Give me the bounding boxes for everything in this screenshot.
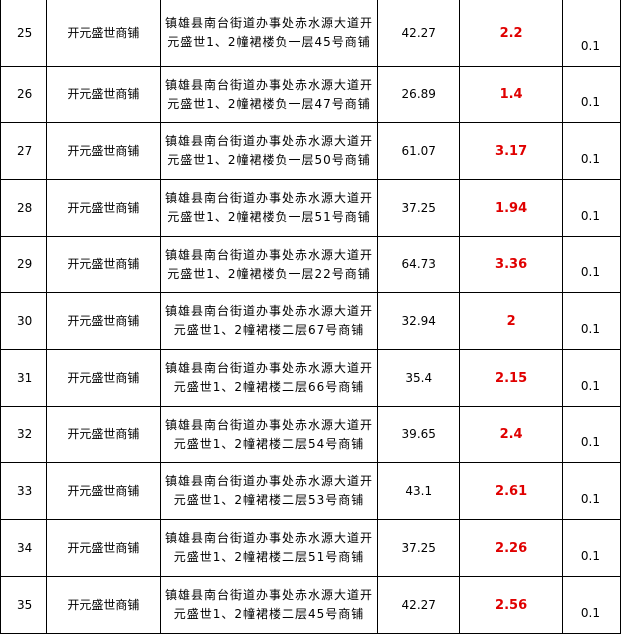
shop-value: 2.2: [459, 0, 563, 67]
shop-value: 3.36: [459, 236, 563, 293]
row-number: 33: [0, 462, 47, 520]
table-row: 29 开元盛世商铺 镇雄县南台街道办事处赤水源大道开元盛世1、2幢裙楼负一层22号商…: [0, 236, 621, 293]
shop-rate: 0.1: [562, 349, 621, 407]
table-row: 26 开元盛世商铺 镇雄县南台街道办事处赤水源大道开元盛世1、2幢裙楼负一层47号商…: [0, 66, 621, 123]
shop-value: 2.61: [459, 462, 563, 520]
shop-address: 镇雄县南台街道办事处赤水源大道开元盛世1、2幢裙楼负一层51号商铺: [159, 179, 379, 237]
shop-rate: 0.1: [562, 462, 621, 520]
shop-value: 1.94: [459, 179, 563, 237]
shop-rate: 0.1: [562, 122, 621, 180]
table-row: 27 开元盛世商铺 镇雄县南台街道办事处赤水源大道开元盛世1、2幢裙楼负一层50号商…: [0, 122, 621, 180]
shop-name: 开元盛世商铺: [45, 236, 161, 293]
shop-area: 64.73: [377, 236, 461, 293]
row-number: 31: [0, 349, 47, 407]
shop-value: 1.4: [459, 66, 563, 123]
shop-name: 开元盛世商铺: [45, 349, 161, 407]
shop-address: 镇雄县南台街道办事处赤水源大道开元盛世1、2幢裙楼二层54号商铺: [159, 406, 379, 463]
table-row: 31 开元盛世商铺 镇雄县南台街道办事处赤水源大道开元盛世1、2幢裙楼二层66号商铺…: [0, 349, 621, 407]
row-number: 32: [0, 406, 47, 463]
shop-rate: 0.1: [562, 179, 621, 237]
shop-name: 开元盛世商铺: [45, 292, 161, 350]
shop-name: 开元盛世商铺: [45, 406, 161, 463]
shop-address: 镇雄县南台街道办事处赤水源大道开元盛世1、2幢裙楼负一层22号商铺: [159, 236, 379, 293]
shop-name: 开元盛世商铺: [45, 0, 161, 67]
shop-value: 2.26: [459, 519, 563, 577]
row-number: 34: [0, 519, 47, 577]
shop-value: 2.15: [459, 349, 563, 407]
shop-area: 37.25: [377, 179, 461, 237]
shop-value: 3.17: [459, 122, 563, 180]
shop-name: 开元盛世商铺: [45, 462, 161, 520]
shop-rate: 0.1: [562, 292, 621, 350]
shop-rate: 0.1: [562, 0, 621, 67]
row-number: 26: [0, 66, 47, 123]
shop-value: 2.4: [459, 406, 563, 463]
table-row: 35 开元盛世商铺 镇雄县南台街道办事处赤水源大道开元盛世1、2幢裙楼二层45号商铺…: [0, 576, 621, 634]
table-row: 33 开元盛世商铺 镇雄县南台街道办事处赤水源大道开元盛世1、2幢裙楼二层53号商铺…: [0, 462, 621, 520]
shop-area: 37.25: [377, 519, 461, 577]
shop-address: 镇雄县南台街道办事处赤水源大道开元盛世1、2幢裙楼二层45号商铺: [159, 576, 379, 634]
shop-rate: 0.1: [562, 236, 621, 293]
shop-area: 35.4: [377, 349, 461, 407]
shop-address: 镇雄县南台街道办事处赤水源大道开元盛世1、2幢裙楼二层66号商铺: [159, 349, 379, 407]
table-row: 34 开元盛世商铺 镇雄县南台街道办事处赤水源大道开元盛世1、2幢裙楼二层51号商铺…: [0, 519, 621, 577]
shop-area: 32.94: [377, 292, 461, 350]
table-row: 32 开元盛世商铺 镇雄县南台街道办事处赤水源大道开元盛世1、2幢裙楼二层54号商铺…: [0, 406, 621, 463]
shop-name: 开元盛世商铺: [45, 179, 161, 237]
shop-rate: 0.1: [562, 406, 621, 463]
shop-rate: 0.1: [562, 576, 621, 634]
shop-value: 2.56: [459, 576, 563, 634]
table-row: 30 开元盛世商铺 镇雄县南台街道办事处赤水源大道开元盛世1、2幢裙楼二层67号商铺…: [0, 292, 621, 350]
shop-value: 2: [459, 292, 563, 350]
shop-address: 镇雄县南台街道办事处赤水源大道开元盛世1、2幢裙楼二层67号商铺: [159, 292, 379, 350]
shop-address: 镇雄县南台街道办事处赤水源大道开元盛世1、2幢裙楼负一层50号商铺: [159, 122, 379, 180]
table-row: 25 开元盛世商铺 镇雄县南台街道办事处赤水源大道开元盛世1、2幢裙楼负一层45号商…: [0, 0, 621, 67]
shop-name: 开元盛世商铺: [45, 519, 161, 577]
shop-address: 镇雄县南台街道办事处赤水源大道开元盛世1、2幢裙楼负一层45号商铺: [159, 0, 379, 67]
shop-area: 39.65: [377, 406, 461, 463]
row-number: 29: [0, 236, 47, 293]
shop-rate: 0.1: [562, 66, 621, 123]
shop-name: 开元盛世商铺: [45, 576, 161, 634]
row-number: 28: [0, 179, 47, 237]
shop-address: 镇雄县南台街道办事处赤水源大道开元盛世1、2幢裙楼负一层47号商铺: [159, 66, 379, 123]
shop-name: 开元盛世商铺: [45, 122, 161, 180]
shop-address: 镇雄县南台街道办事处赤水源大道开元盛世1、2幢裙楼二层51号商铺: [159, 519, 379, 577]
shop-rate: 0.1: [562, 519, 621, 577]
row-number: 30: [0, 292, 47, 350]
shop-name: 开元盛世商铺: [45, 66, 161, 123]
row-number: 27: [0, 122, 47, 180]
table-row: 28 开元盛世商铺 镇雄县南台街道办事处赤水源大道开元盛世1、2幢裙楼负一层51号商…: [0, 179, 621, 237]
shop-area: 43.1: [377, 462, 461, 520]
row-number: 35: [0, 576, 47, 634]
shop-area: 42.27: [377, 0, 461, 67]
row-number: 25: [0, 0, 47, 67]
shop-area: 61.07: [377, 122, 461, 180]
shop-area: 26.89: [377, 66, 461, 123]
shop-address: 镇雄县南台街道办事处赤水源大道开元盛世1、2幢裙楼二层53号商铺: [159, 462, 379, 520]
shop-area: 42.27: [377, 576, 461, 634]
